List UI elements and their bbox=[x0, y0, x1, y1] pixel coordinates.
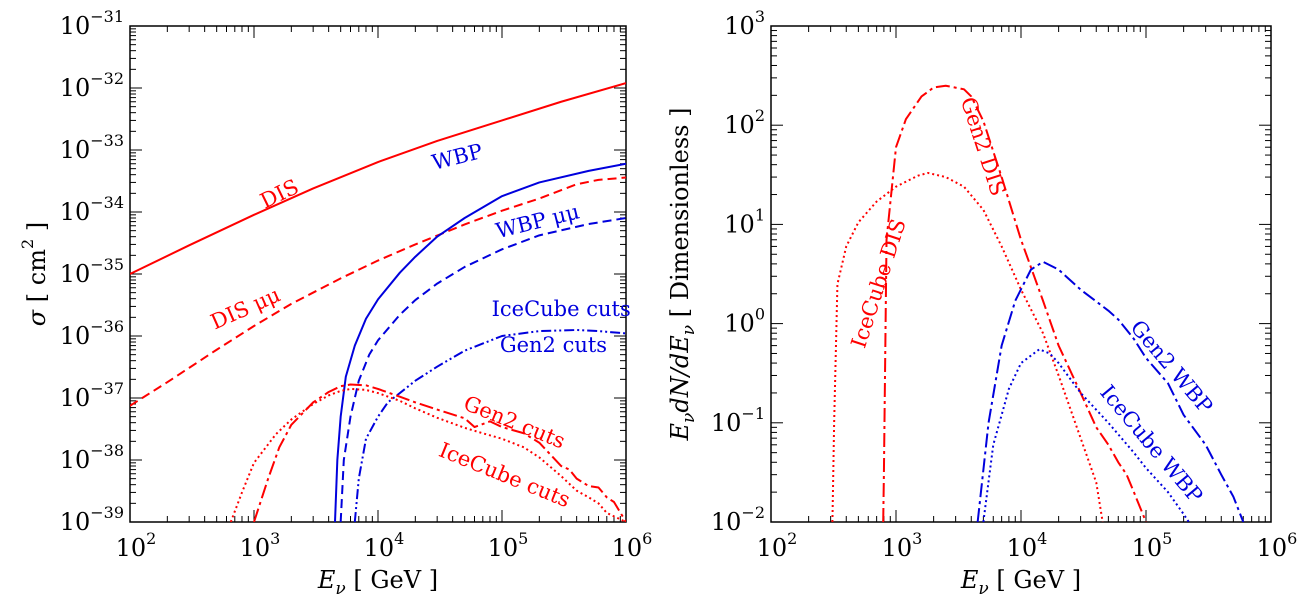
y-tick-label: 100 bbox=[724, 305, 765, 338]
y-axis-label: EνdN/dEν [ Dimensionless ] bbox=[666, 108, 699, 442]
y-tick-label: 10−36 bbox=[60, 317, 124, 350]
x-tick-label: 102 bbox=[116, 529, 157, 562]
y-tick-label: 10−2 bbox=[711, 503, 765, 536]
curve-label-icecube-dis: IceCube DIS bbox=[846, 216, 910, 351]
series-line-gen2-dis-red bbox=[882, 84, 1147, 522]
curve-label-gen2-cuts: Gen2 cuts bbox=[460, 391, 568, 453]
y-tick-label: 10−32 bbox=[60, 69, 124, 102]
y-tick-label: 102 bbox=[724, 106, 765, 139]
series-group bbox=[831, 84, 1245, 522]
y-axis-label: σ [ cm2 ] bbox=[18, 222, 51, 326]
series-group bbox=[130, 82, 626, 522]
series-line-wbp-mumu-blue bbox=[339, 217, 626, 522]
curve-label-gen2-cuts: Gen2 cuts bbox=[500, 333, 607, 357]
right-spectrum-panel: 102 103 104 105 106 10−2 10−1 100 101 102 103 Eν [ … bbox=[666, 7, 1297, 599]
x-axis-label: Eν [ GeV ] bbox=[317, 566, 438, 599]
x-tick-label: 103 bbox=[240, 529, 281, 562]
series-line-gen2-cuts-red bbox=[253, 383, 626, 522]
x-axis-label: Eν [ GeV ] bbox=[960, 566, 1081, 599]
x-tick-label: 104 bbox=[1007, 529, 1048, 562]
x-tick-label: 104 bbox=[364, 529, 405, 562]
y-tick-label: 101 bbox=[724, 205, 765, 238]
y-tick-label: 103 bbox=[724, 7, 765, 40]
y-tick-label: 10−39 bbox=[60, 503, 124, 536]
series-line-wbp-blue bbox=[334, 162, 626, 522]
series-line-dis-mumu-red bbox=[130, 176, 626, 407]
x-tick-label: 106 bbox=[1257, 529, 1298, 562]
curve-label-icecube-cuts: IceCube cuts bbox=[492, 297, 631, 321]
series-line-icecube-cuts-red bbox=[229, 387, 626, 522]
y-tick-label: 10−1 bbox=[711, 404, 765, 437]
x-tick-label: 106 bbox=[612, 529, 653, 562]
x-tick-label: 105 bbox=[488, 529, 529, 562]
curve-label-gen2-dis: Gen2 DIS bbox=[956, 94, 1010, 199]
left-cross-section-panel: 102 103 104 105 106 10−39 10−38 10−37 10−36 10−35… bbox=[18, 7, 652, 599]
curve-label-dis: DIS bbox=[256, 174, 302, 213]
x-tick-label: 105 bbox=[1132, 529, 1173, 562]
series-line-icecube-dis-red bbox=[831, 171, 1104, 522]
y-tick-label: 10−38 bbox=[60, 441, 124, 474]
y-tick-label: 10−37 bbox=[60, 379, 124, 412]
curve-label-gen2-wbp: Gen2 WBP bbox=[1126, 316, 1218, 419]
y-tick-label: 10−31 bbox=[60, 7, 124, 40]
y-tick-label: 10−33 bbox=[60, 131, 124, 164]
series-line-icecube-wbp-blue bbox=[982, 348, 1190, 522]
y-tick-label: 10−34 bbox=[60, 193, 124, 226]
plot-frame bbox=[770, 25, 1272, 523]
curve-label-wbp: WBP bbox=[430, 139, 485, 175]
series-line-icecube-cuts-blue bbox=[353, 328, 626, 522]
x-tick-label: 102 bbox=[757, 529, 798, 562]
x-tick-label: 103 bbox=[882, 529, 923, 562]
curve-label-dis-mumu: DIS μμ bbox=[207, 282, 284, 334]
series-line-gen2-wbp-blue bbox=[976, 260, 1245, 522]
series-line-dis-red bbox=[130, 82, 626, 275]
y-tick-label: 10−35 bbox=[60, 255, 124, 288]
